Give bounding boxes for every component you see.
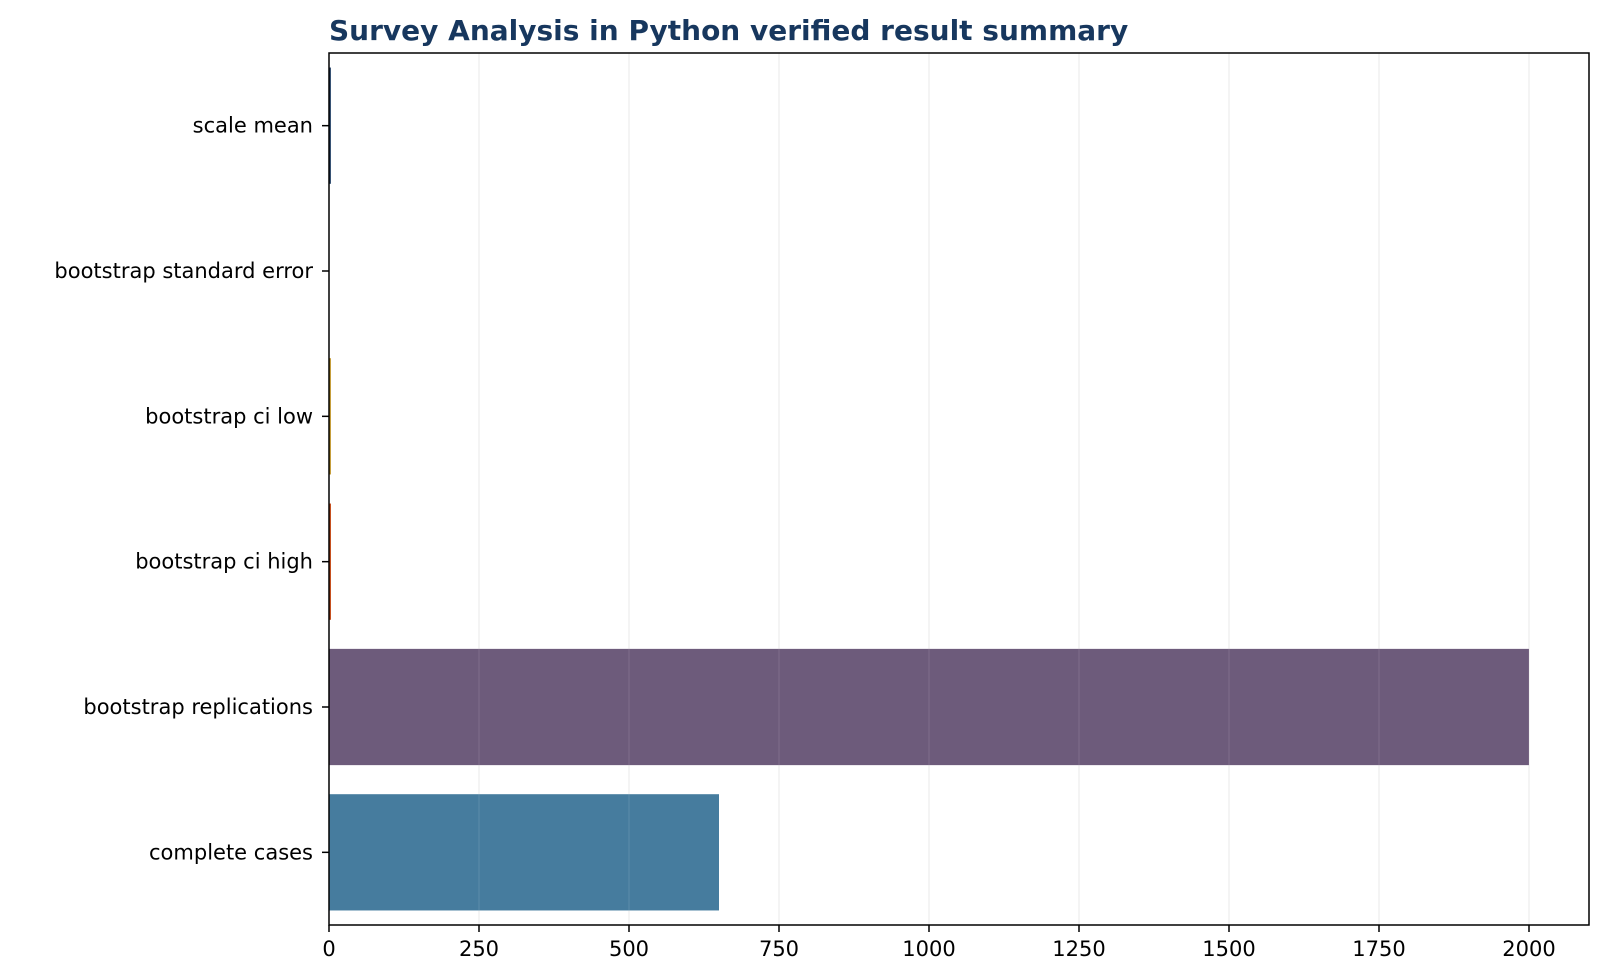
y-tick-label-scale-mean: scale mean	[193, 114, 313, 138]
bar-bootstrap-ci-low	[329, 358, 331, 475]
x-tick-label: 0	[322, 937, 335, 961]
bar-complete-cases	[329, 794, 719, 911]
y-tick-label-bootstrap-replications: bootstrap replications	[83, 695, 313, 719]
y-tick-label-complete-cases: complete cases	[149, 840, 313, 864]
bars	[328, 53, 1530, 925]
x-tick-label: 250	[459, 937, 499, 961]
bar-scale-mean	[329, 67, 331, 184]
x-tick-label: 1000	[902, 937, 955, 961]
chart-title: Survey Analysis in Python verified resul…	[329, 14, 1128, 47]
y-tick-label-bootstrap-ci-low: bootstrap ci low	[145, 404, 313, 428]
x-tick-label: 1250	[1052, 937, 1105, 961]
bar-bootstrap-ci-high	[329, 503, 331, 620]
axes: 0 250 500 750 1000 1250 1500 1750 2000 scale mean…	[54, 52, 1590, 961]
x-tick-label: 2000	[1502, 937, 1555, 961]
y-tick-label-bootstrap-standard-error: bootstrap standard error	[54, 259, 313, 283]
plot-frame	[328, 52, 1590, 926]
bar-bootstrap-replications	[329, 648, 1529, 766]
y-tick-label-bootstrap-ci-high: bootstrap ci high	[135, 550, 313, 574]
x-tick-label: 500	[609, 937, 649, 961]
x-tick-label: 1750	[1352, 937, 1405, 961]
x-tick-label: 750	[759, 937, 799, 961]
x-tick-label: 1500	[1202, 937, 1255, 961]
gridlines	[328, 53, 1530, 925]
